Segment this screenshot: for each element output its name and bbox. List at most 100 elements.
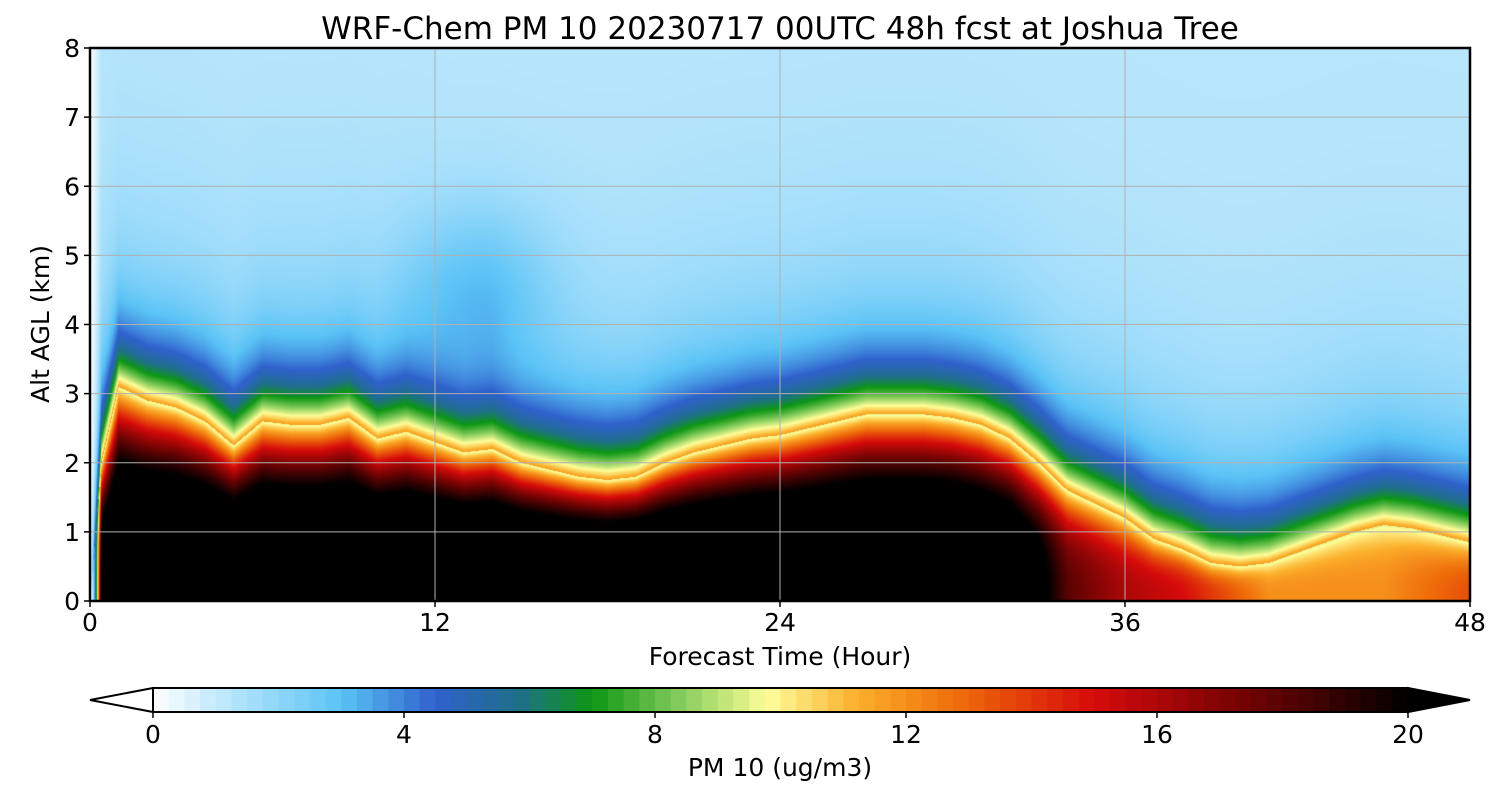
colorbar-segment	[670, 688, 687, 712]
colorbar-segment	[874, 688, 891, 712]
colorbar-segment	[796, 688, 813, 712]
colorbar-frame	[152, 687, 1409, 713]
colorbar-segment	[1015, 688, 1033, 712]
colorbar-segment	[545, 688, 562, 712]
colorbar-segment	[1062, 688, 1080, 712]
colorbar-tick-label: 12	[890, 720, 922, 749]
colorbar-segment	[278, 688, 295, 712]
colorbar-segment	[843, 688, 860, 712]
colorbar-segment	[576, 688, 593, 712]
colorbar-segment	[921, 688, 938, 712]
colorbar-segment	[968, 688, 986, 712]
colorbar-segment	[639, 688, 656, 712]
colorbar-segment	[592, 688, 609, 712]
colorbar-segment	[937, 688, 954, 712]
colorbar-segment	[890, 688, 907, 712]
x-tick-label: 12	[419, 608, 451, 637]
y-tick-label: 6	[64, 172, 80, 201]
colorbar-segment	[231, 688, 248, 712]
colorbar-segment	[1094, 688, 1111, 712]
colorbar-segment	[309, 688, 327, 712]
colorbar-segment	[1172, 688, 1189, 712]
y-axis-ticks: 0 1 2 3 4 5 6 7 8	[64, 34, 90, 616]
colorbar-segment	[1031, 688, 1048, 712]
x-tick-label: 48	[1454, 608, 1486, 637]
colorbar-segment	[1251, 688, 1268, 712]
colorbar-segment	[811, 688, 829, 712]
x-tick-label: 24	[764, 608, 796, 637]
colorbar-segment	[1298, 688, 1315, 712]
colorbar-segment	[435, 688, 452, 712]
colorbar-segment	[294, 688, 311, 712]
colorbar: 0 4 8 12 16 20 PM 10 (ug/m3)	[89, 686, 1471, 782]
y-tick-label: 2	[64, 449, 80, 478]
colorbar-segment	[1047, 688, 1064, 712]
colorbar-segment	[529, 688, 546, 712]
y-tick-label: 4	[64, 311, 80, 340]
colorbar-segment	[325, 688, 342, 712]
colorbar-segment	[858, 688, 876, 712]
colorbar-label: PM 10 (ug/m3)	[688, 753, 872, 782]
colorbar-segment	[623, 688, 640, 712]
colorbar-extend-min	[89, 686, 154, 714]
y-tick-label: 3	[64, 380, 80, 409]
colorbar-segment	[686, 688, 703, 712]
colorbar-segment	[200, 688, 217, 712]
colorbar-tick-label: 20	[1392, 720, 1424, 749]
y-tick-label: 1	[64, 518, 80, 547]
colorbar-segment	[153, 688, 170, 712]
colorbar-segment	[1109, 688, 1127, 712]
colorbar-segment	[1313, 688, 1331, 712]
colorbar-segment	[513, 688, 531, 712]
plot-area	[88, 46, 1472, 603]
colorbar-segment	[482, 688, 499, 712]
colorbar-segment	[984, 688, 1001, 712]
colorbar-segment	[827, 688, 844, 712]
colorbar-tick-label: 4	[396, 720, 412, 749]
colorbar-segment	[1157, 688, 1174, 712]
colorbar-segment	[341, 688, 358, 712]
colorbar-segment	[1235, 688, 1252, 712]
colorbar-tick-label: 16	[1141, 720, 1173, 749]
colorbar-segment	[702, 688, 719, 712]
x-axis-label: Forecast Time (Hour)	[649, 642, 912, 671]
colorbar-segment	[1329, 688, 1346, 712]
colorbar-segment	[1266, 688, 1284, 712]
colorbar-segment	[1282, 688, 1299, 712]
colorbar-segment	[404, 688, 421, 712]
colorbar-segment	[466, 688, 484, 712]
colorbar-segment	[764, 688, 782, 712]
colorbar-segment	[247, 688, 264, 712]
colorbar-segment	[388, 688, 405, 712]
colorbar-segment	[498, 688, 515, 712]
colorbar-segment	[1345, 688, 1362, 712]
colorbar-segment	[1000, 688, 1017, 712]
colorbar-segment	[607, 688, 625, 712]
colorbar-segment	[1125, 688, 1142, 712]
colorbar-segment	[1392, 688, 1409, 712]
colorbar-segment	[655, 688, 672, 712]
colorbar-segment	[1188, 688, 1205, 712]
colorbar-segment	[717, 688, 735, 712]
y-tick-label: 5	[64, 241, 80, 270]
colorbar-segment	[1219, 688, 1237, 712]
grid-lines	[90, 48, 1470, 601]
y-tick-label: 0	[64, 587, 80, 616]
colorbar-segment	[1078, 688, 1095, 712]
chart-title: WRF-Chem PM 10 20230717 00UTC 48h fcst a…	[321, 11, 1239, 47]
colorbar-segment	[906, 688, 923, 712]
colorbar-segment	[356, 688, 374, 712]
colorbar-tick-label: 8	[647, 720, 663, 749]
colorbar-segment	[419, 688, 436, 712]
colorbar-extend-max	[1407, 686, 1471, 714]
x-tick-label: 0	[82, 608, 98, 637]
colorbar-segment	[372, 688, 389, 712]
colorbar-segment	[1204, 688, 1221, 712]
colorbar-segment	[780, 688, 797, 712]
colorbar-segment	[168, 688, 185, 712]
x-axis-ticks: 0 12 24 36 48	[82, 601, 1486, 637]
colorbar-segment	[262, 688, 280, 712]
colorbar-segment	[560, 688, 578, 712]
colorbar-segment	[1360, 688, 1378, 712]
